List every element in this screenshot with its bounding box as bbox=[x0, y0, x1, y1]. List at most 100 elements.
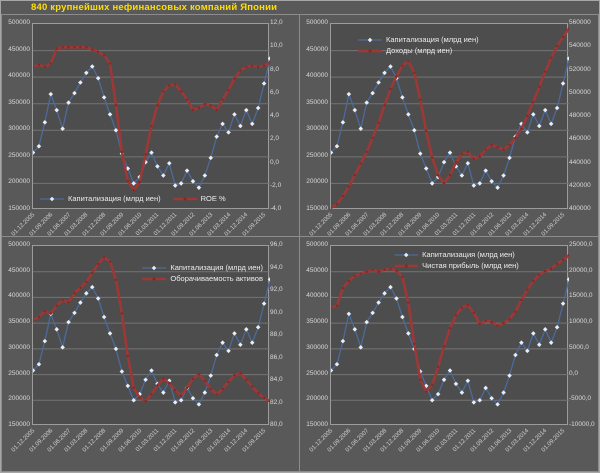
y-axis-tick-left: 150000 bbox=[306, 205, 328, 212]
data-point-marker bbox=[144, 400, 147, 403]
data-point-marker bbox=[407, 301, 410, 304]
data-point-marker bbox=[108, 260, 112, 263]
data-point-marker bbox=[489, 179, 494, 184]
data-point-marker bbox=[54, 327, 59, 332]
y-axis-tick-left: 400000 bbox=[8, 72, 30, 80]
data-point-marker bbox=[114, 104, 118, 107]
data-point-marker bbox=[477, 181, 483, 186]
plot-svg bbox=[331, 27, 569, 209]
y-axis-tick-right: 500000 bbox=[569, 88, 591, 96]
data-point-marker bbox=[400, 95, 405, 100]
data-point-marker bbox=[352, 327, 358, 332]
data-point-marker bbox=[341, 194, 345, 198]
data-point-marker bbox=[245, 65, 248, 69]
data-point-marker bbox=[107, 112, 113, 117]
data-point-marker bbox=[520, 298, 523, 302]
data-point-marker bbox=[483, 385, 488, 391]
data-point-marker bbox=[502, 321, 505, 325]
series-line-red bbox=[33, 45, 270, 192]
data-point-marker bbox=[73, 46, 76, 49]
data-point-marker bbox=[347, 185, 351, 188]
data-point-marker bbox=[101, 314, 107, 320]
data-point-marker bbox=[507, 155, 512, 161]
data-point-marker bbox=[542, 327, 548, 332]
data-point-marker bbox=[203, 379, 207, 383]
data-point-marker bbox=[89, 64, 95, 69]
y-axis-tick-right: 460000 bbox=[569, 135, 591, 143]
red-line-sample-icon bbox=[172, 197, 197, 200]
legend-label: Чистая прибыль (млрд иен) bbox=[422, 261, 519, 270]
blue-line-sample-icon bbox=[394, 252, 419, 257]
data-point-marker bbox=[48, 91, 54, 97]
y-axis-tick-right: 2,0 bbox=[270, 135, 280, 143]
series-line-red bbox=[331, 27, 569, 209]
data-point-marker bbox=[91, 48, 94, 51]
data-point-marker bbox=[78, 300, 83, 305]
data-point-marker bbox=[436, 365, 440, 369]
data-point-marker bbox=[261, 301, 267, 306]
data-point-marker bbox=[555, 44, 559, 48]
data-point-marker bbox=[478, 322, 481, 326]
y-axis-tick-left: 150000 bbox=[306, 421, 328, 428]
y-axis-tick-left: 300000 bbox=[8, 343, 30, 351]
data-point-marker bbox=[548, 340, 554, 345]
data-point-marker bbox=[419, 98, 422, 101]
data-point-marker bbox=[365, 150, 368, 154]
y-axis-tick-right: 88,0 bbox=[270, 331, 283, 338]
y-axis-tick-left: 350000 bbox=[306, 98, 328, 106]
data-point-marker bbox=[214, 134, 219, 139]
data-point-marker bbox=[513, 352, 518, 358]
data-point-marker bbox=[382, 291, 387, 296]
data-point-marker bbox=[131, 398, 136, 403]
data-point-marker bbox=[267, 277, 270, 282]
page-title: 840 крупнейших нефинансовых компаний Япо… bbox=[31, 2, 278, 13]
data-point-marker bbox=[465, 378, 471, 384]
data-point-marker bbox=[560, 81, 566, 86]
data-point-marker bbox=[150, 393, 153, 396]
legend: Капитализация (млрд иен) ROE % bbox=[40, 194, 226, 203]
data-point-marker bbox=[383, 268, 386, 271]
y-axis-tick-right: 4,0 bbox=[270, 112, 280, 119]
data-point-marker bbox=[49, 312, 52, 315]
data-point-marker bbox=[436, 173, 440, 177]
data-point-marker bbox=[162, 90, 165, 93]
data-point-marker bbox=[244, 327, 249, 332]
data-point-marker bbox=[472, 157, 475, 161]
y-axis-tick-right: 86,0 bbox=[270, 353, 283, 361]
data-point-marker bbox=[514, 136, 517, 140]
data-point-marker bbox=[120, 150, 124, 154]
data-point-marker bbox=[161, 390, 166, 395]
y-axis-tick-left: 500000 bbox=[8, 19, 30, 26]
data-point-marker bbox=[138, 180, 141, 184]
data-point-marker bbox=[72, 90, 77, 96]
y-axis-tick-left: 200000 bbox=[8, 395, 30, 403]
y-axis-tick-left: 200000 bbox=[8, 178, 30, 186]
y-axis-tick-right: 440000 bbox=[569, 158, 591, 166]
data-point-marker bbox=[495, 402, 500, 407]
data-point-marker bbox=[341, 286, 345, 290]
data-point-marker bbox=[178, 181, 184, 186]
y-axis-tick-right: 10,0 bbox=[270, 42, 283, 50]
data-point-marker bbox=[429, 398, 435, 403]
data-point-marker bbox=[400, 314, 405, 320]
data-point-marker bbox=[42, 120, 48, 125]
y-axis-tick-left: 250000 bbox=[306, 369, 328, 377]
y-axis-tick-right: 92,0 bbox=[270, 286, 283, 293]
plot-svg bbox=[331, 254, 569, 407]
chart-plot-area bbox=[32, 23, 270, 209]
red-line-sample-icon bbox=[394, 264, 419, 267]
y-axis-tick-right: 540000 bbox=[569, 42, 591, 50]
legend: Капитализация (млрд иен) Доходы (млрд иен… bbox=[358, 35, 479, 55]
y-axis-tick-right: 84,0 bbox=[270, 376, 283, 383]
data-point-marker bbox=[353, 173, 356, 177]
data-point-marker bbox=[42, 338, 48, 344]
data-point-marker bbox=[174, 83, 177, 86]
data-point-marker bbox=[490, 320, 493, 324]
data-point-marker bbox=[394, 296, 399, 301]
y-axis-tick-right: 6,0 bbox=[270, 88, 280, 96]
data-point-marker bbox=[496, 146, 499, 149]
data-point-marker bbox=[120, 312, 124, 315]
data-point-marker bbox=[144, 153, 147, 156]
data-point-marker bbox=[208, 373, 214, 378]
data-point-marker bbox=[95, 296, 101, 301]
